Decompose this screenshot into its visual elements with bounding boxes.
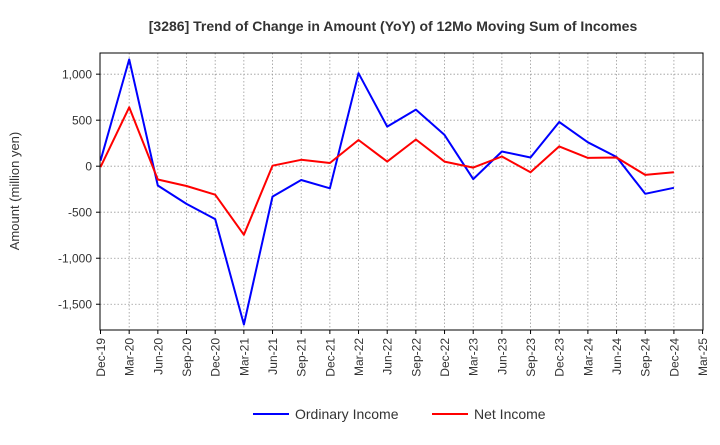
x-tick-label: Dec-19 [94,338,108,377]
x-tick-label: Dec-23 [553,338,567,377]
x-tick-label: Sep-23 [524,338,538,377]
x-tick-label: Mar-24 [581,338,595,376]
x-tick-label: Mar-21 [237,338,251,376]
legend: Ordinary Income Net Income [253,406,546,422]
x-tick-label: Jun-23 [495,338,509,375]
x-tick-label: Jun-21 [266,338,280,375]
x-tick-label: Dec-24 [667,338,681,377]
y-tick-label: -1,500 [58,298,92,312]
plot-area-frame [99,52,704,331]
x-tick-label: Jun-20 [151,338,165,375]
x-tick-label: Mar-25 [696,338,710,376]
x-tick-label: Dec-22 [438,338,452,377]
series-line-1 [99,58,675,326]
y-tick-label: 0 [85,160,92,174]
y-axis-ticks: 1,000 500 0 -500 -1,000 -1,500 [58,68,100,312]
x-tick-label: Sep-22 [409,338,423,377]
x-tick-label: Sep-21 [295,338,309,377]
y-tick-label: -1,000 [58,252,92,266]
x-tick-label: Jun-22 [381,338,395,375]
y-axis-label: Amount (million yen) [7,132,22,251]
y-tick-label: 1,000 [62,68,92,82]
x-tick-label: Mar-20 [123,338,137,376]
x-axis-ticks: Dec-19 Mar-20 Jun-20 Sep-20 Dec-20 Mar-21 Jun-… [94,330,710,377]
x-tick-label: Mar-23 [467,338,481,376]
legend-label: Ordinary Income [295,406,399,422]
grid-lines [100,53,703,330]
series-line-2 [99,106,674,236]
x-tick-label: Dec-20 [209,338,223,377]
x-tick-label: Dec-21 [323,338,337,377]
x-tick-label: Sep-20 [180,338,194,377]
x-tick-label: Jun-24 [610,338,624,375]
y-tick-label: 500 [72,114,92,128]
series-lines [99,58,675,326]
legend-label: Net Income [474,406,546,422]
x-tick-label: Mar-22 [352,338,366,376]
chart-title: [3286] Trend of Change in Amount (YoY) o… [149,18,638,34]
x-tick-label: Sep-24 [639,338,653,377]
y-tick-label: -500 [68,206,92,220]
